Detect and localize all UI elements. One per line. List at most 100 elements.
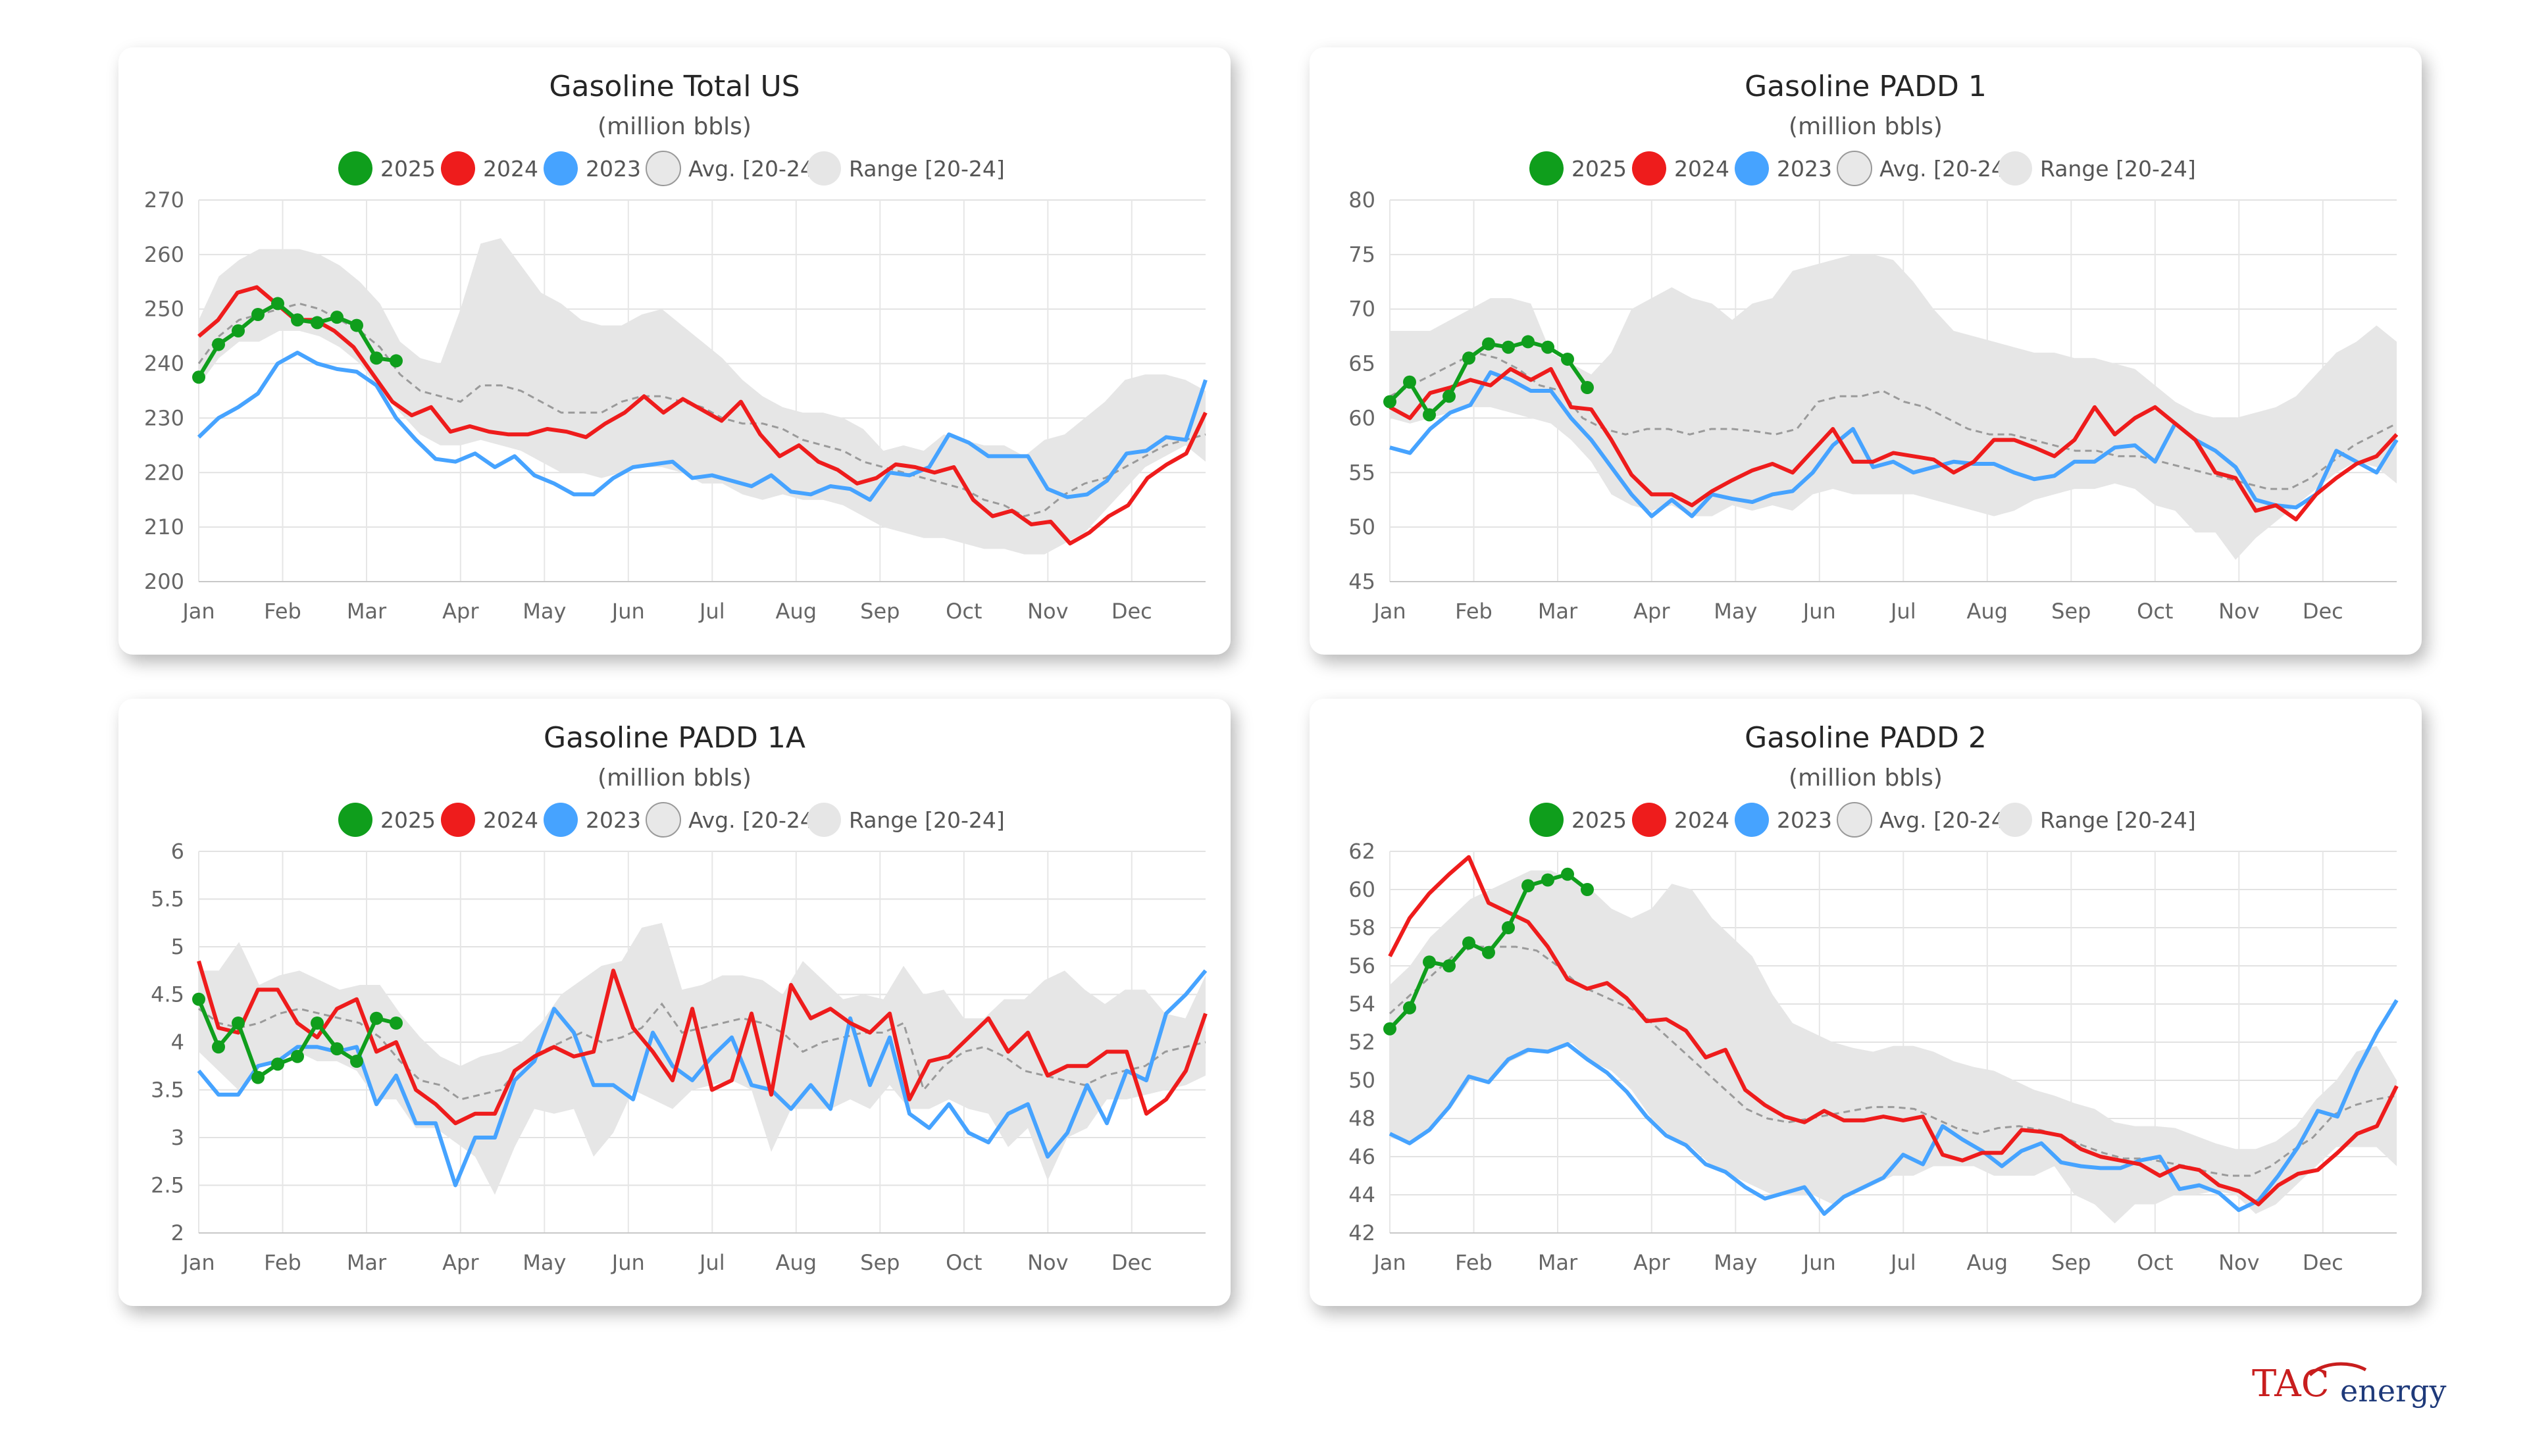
x-tick-label: Oct bbox=[2137, 599, 2173, 624]
legend-item-range: Range [20-24] bbox=[1998, 803, 2196, 837]
x-tick-label: Sep bbox=[860, 599, 900, 624]
series-2025-point bbox=[1581, 381, 1594, 395]
series-2025-point bbox=[1482, 337, 1495, 351]
legend-item-2024: 2024 bbox=[1632, 803, 1729, 837]
chart-title: Gasoline Total US bbox=[549, 70, 800, 103]
x-tick-label: Jan bbox=[181, 599, 215, 624]
series-2025-point bbox=[311, 1017, 324, 1030]
x-tick-label: May bbox=[523, 1250, 566, 1275]
legend-item-avg: Avg. [20-24] bbox=[1837, 802, 2014, 838]
legend-swatch bbox=[1837, 151, 1872, 186]
x-tick-label: Dec bbox=[1111, 1250, 1152, 1275]
series-2025-point bbox=[1541, 340, 1554, 354]
series-2025-point bbox=[1561, 352, 1574, 366]
chart-legend: 2025 2024 2023 Avg. [20-24] Range [20-24] bbox=[338, 802, 1005, 838]
y-tick-label: 2.5 bbox=[151, 1173, 184, 1198]
legend-item-2023: 2023 bbox=[1735, 151, 1832, 186]
y-tick-label: 240 bbox=[144, 351, 184, 376]
series-2025-point bbox=[1383, 395, 1396, 409]
legend-swatch bbox=[807, 151, 841, 186]
x-tick-label: Sep bbox=[2051, 1250, 2091, 1275]
y-tick-label: 250 bbox=[144, 297, 184, 322]
y-tick-label: 270 bbox=[144, 188, 184, 213]
legend-item-avg: Avg. [20-24] bbox=[1837, 151, 2014, 186]
x-tick-label: May bbox=[1714, 599, 1757, 624]
y-tick-label: 50 bbox=[1348, 515, 1375, 540]
legend-swatch bbox=[441, 151, 475, 186]
y-tick-label: 44 bbox=[1348, 1182, 1375, 1207]
series-2023-line bbox=[1389, 999, 2399, 1216]
x-tick-label: Sep bbox=[2051, 599, 2091, 624]
legend-label: 2023 bbox=[586, 156, 641, 182]
x-tick-label: Jul bbox=[1889, 599, 1916, 624]
series-2025-point bbox=[1541, 873, 1554, 887]
y-tick-label: 46 bbox=[1348, 1144, 1375, 1169]
series-2025-point bbox=[1403, 1001, 1416, 1015]
series-2023-line bbox=[197, 351, 1208, 502]
series-2025-point bbox=[1462, 351, 1475, 365]
y-tick-label: 70 bbox=[1348, 297, 1375, 322]
x-tick-label: Jun bbox=[1802, 1250, 1836, 1275]
y-tick-label: 50 bbox=[1348, 1068, 1375, 1093]
y-tick-label: 60 bbox=[1348, 877, 1375, 902]
legend-swatch bbox=[338, 151, 372, 186]
legend-label: 2024 bbox=[1674, 807, 1729, 833]
legend-swatch bbox=[1632, 151, 1666, 186]
y-tick-label: 2 bbox=[171, 1220, 184, 1245]
chart-card-padd2: Gasoline PADD 2 (million bbls) 2025 2024 202… bbox=[1310, 699, 2422, 1306]
legend-swatch bbox=[338, 803, 372, 837]
y-tick-label: 200 bbox=[144, 569, 184, 594]
y-tick-label: 58 bbox=[1348, 915, 1375, 940]
y-tick-label: 5.5 bbox=[151, 887, 184, 912]
series-2025-point bbox=[271, 1057, 284, 1071]
series-2025-point bbox=[370, 1011, 383, 1025]
y-tick-label: 6 bbox=[171, 839, 184, 864]
x-tick-label: Mar bbox=[1538, 1250, 1578, 1275]
avg-line bbox=[197, 302, 1206, 518]
legend-swatch bbox=[807, 803, 841, 837]
series-2025-point bbox=[1581, 883, 1594, 896]
avg-line bbox=[1389, 945, 2397, 1177]
series-2025-point bbox=[271, 297, 284, 311]
series-2025-point bbox=[330, 1042, 344, 1056]
series-2025-point bbox=[251, 308, 265, 321]
legend-item-range: Range [20-24] bbox=[807, 803, 1005, 837]
tac-energy-logo: TAC energy bbox=[2252, 1362, 2447, 1409]
legend-label: Range [20-24] bbox=[849, 807, 1005, 833]
series-2025-point bbox=[1462, 936, 1475, 950]
y-tick-label: 62 bbox=[1348, 839, 1375, 864]
series-2023-line bbox=[1389, 370, 2399, 518]
x-tick-label: Mar bbox=[347, 1250, 387, 1275]
legend-label: Avg. [20-24] bbox=[688, 807, 823, 833]
logo-swoosh bbox=[2309, 1362, 2367, 1376]
y-tick-label: 45 bbox=[1348, 569, 1375, 594]
series-2025-point bbox=[350, 318, 363, 332]
chart-title: Gasoline PADD 1A bbox=[544, 721, 805, 755]
series-2024-line bbox=[197, 285, 1208, 545]
x-tick-label: Jun bbox=[1802, 599, 1836, 624]
chart-legend: 2025 2024 2023 Avg. [20-24] Range [20-24] bbox=[1529, 802, 2196, 838]
legend-item-2023: 2023 bbox=[1735, 803, 1832, 837]
legend-label: 2025 bbox=[380, 807, 436, 833]
series-2025-point bbox=[212, 338, 225, 351]
series-2025-point bbox=[1423, 408, 1436, 422]
chart-total-us: Gasoline Total US(million bbls)2025 2024 2… bbox=[144, 70, 1208, 624]
legend-label: 2025 bbox=[380, 156, 436, 182]
x-tick-label: Feb bbox=[264, 1250, 301, 1275]
legend-swatch bbox=[441, 803, 475, 837]
x-tick-label: Jul bbox=[698, 1250, 725, 1275]
series-2025-point bbox=[1521, 335, 1535, 349]
y-tick-label: 3.5 bbox=[151, 1078, 184, 1103]
y-tick-label: 52 bbox=[1348, 1030, 1375, 1055]
legend-label: 2025 bbox=[1571, 807, 1627, 833]
series-2025-point bbox=[291, 313, 304, 327]
x-tick-label: Jan bbox=[1372, 599, 1406, 624]
x-tick-label: Jul bbox=[698, 599, 725, 624]
series-2025-point bbox=[232, 324, 245, 338]
x-tick-label: Aug bbox=[776, 599, 817, 624]
range-band bbox=[1390, 254, 2397, 560]
chart-subtitle: (million bbls) bbox=[1789, 113, 1943, 140]
chart-legend: 2025 2024 2023 Avg. [20-24] Range [20-24] bbox=[338, 151, 1005, 186]
y-tick-label: 54 bbox=[1348, 992, 1375, 1017]
logo-suffix: energy bbox=[2340, 1373, 2447, 1409]
